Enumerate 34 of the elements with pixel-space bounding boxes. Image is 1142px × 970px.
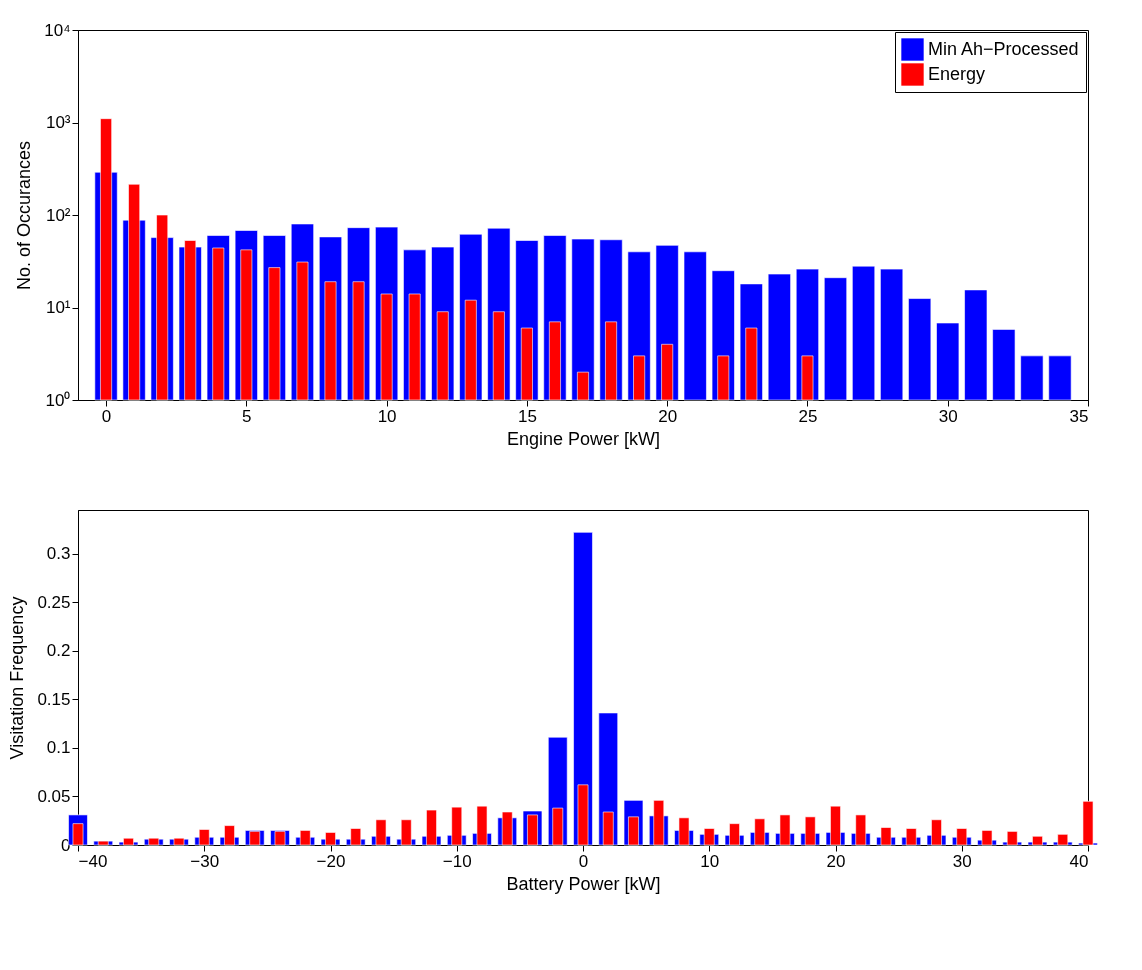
x-tick-label: 35 xyxy=(1069,406,1089,426)
x-tick-label: 0 xyxy=(101,406,112,426)
x-tick-label: 10 xyxy=(700,851,720,871)
x-tick-label: −40 xyxy=(78,851,108,871)
y-tick-label: 0.3 xyxy=(46,544,71,564)
x-axis-title: Engine Power [kW] xyxy=(506,428,661,449)
x-tick-label: 5 xyxy=(242,406,252,426)
x-tick-label: 30 xyxy=(938,406,958,426)
y-tick-label: 0.05 xyxy=(37,786,71,806)
x-tick-label: 15 xyxy=(517,406,537,426)
legend-label: Min Ah−Processed xyxy=(928,38,1079,59)
y-axis-title: Visitation Frequency xyxy=(7,596,28,760)
x-tick-label: 30 xyxy=(952,851,972,871)
y-tick-label: 0.25 xyxy=(37,592,71,612)
x-tick-label: 0 xyxy=(578,851,589,871)
y-tick-label: 10² xyxy=(45,205,71,225)
x-tick-label: −10 xyxy=(442,851,472,871)
x-tick-label: −30 xyxy=(190,851,220,871)
x-tick-label: −20 xyxy=(316,851,346,871)
x-tick-label: 25 xyxy=(798,406,818,426)
y-tick-label: 10³ xyxy=(45,113,71,132)
x-tick-label: 20 xyxy=(826,851,846,871)
x-axis-title: Battery Power [kW] xyxy=(506,873,661,894)
y-tick-label: 0.2 xyxy=(46,641,71,661)
y-tick-label: 0.1 xyxy=(46,738,71,758)
x-tick-label: 10 xyxy=(377,406,397,426)
legend-label: Energy xyxy=(928,63,986,84)
x-tick-label: 20 xyxy=(658,406,678,426)
y-tick-label: 0.15 xyxy=(37,689,71,709)
y-tick-label: 10⁰ xyxy=(45,390,71,410)
y-axis-title: No. of Occurances xyxy=(14,140,35,291)
y-tick-label: 10⁴ xyxy=(44,20,71,40)
x-tick-label: 40 xyxy=(1069,851,1089,871)
y-tick-label: 10¹ xyxy=(45,298,71,317)
